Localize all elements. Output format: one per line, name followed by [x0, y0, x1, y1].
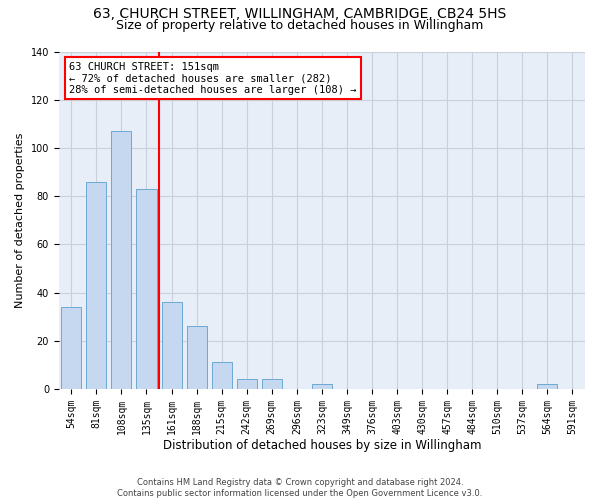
Bar [161, 302, 182, 389]
Bar [187, 326, 206, 389]
Bar [136, 189, 157, 389]
Bar [538, 384, 557, 389]
Text: Contains HM Land Registry data © Crown copyright and database right 2024.
Contai: Contains HM Land Registry data © Crown c… [118, 478, 482, 498]
Bar [61, 307, 82, 389]
Bar [112, 131, 131, 389]
Text: Size of property relative to detached houses in Willingham: Size of property relative to detached ho… [116, 18, 484, 32]
Bar [262, 380, 282, 389]
Bar [212, 362, 232, 389]
X-axis label: Distribution of detached houses by size in Willingham: Distribution of detached houses by size … [163, 440, 481, 452]
Y-axis label: Number of detached properties: Number of detached properties [15, 132, 25, 308]
Text: 63, CHURCH STREET, WILLINGHAM, CAMBRIDGE, CB24 5HS: 63, CHURCH STREET, WILLINGHAM, CAMBRIDGE… [94, 8, 506, 22]
Text: 63 CHURCH STREET: 151sqm
← 72% of detached houses are smaller (282)
28% of semi-: 63 CHURCH STREET: 151sqm ← 72% of detach… [70, 62, 357, 95]
Bar [86, 182, 106, 389]
Bar [312, 384, 332, 389]
Bar [236, 380, 257, 389]
